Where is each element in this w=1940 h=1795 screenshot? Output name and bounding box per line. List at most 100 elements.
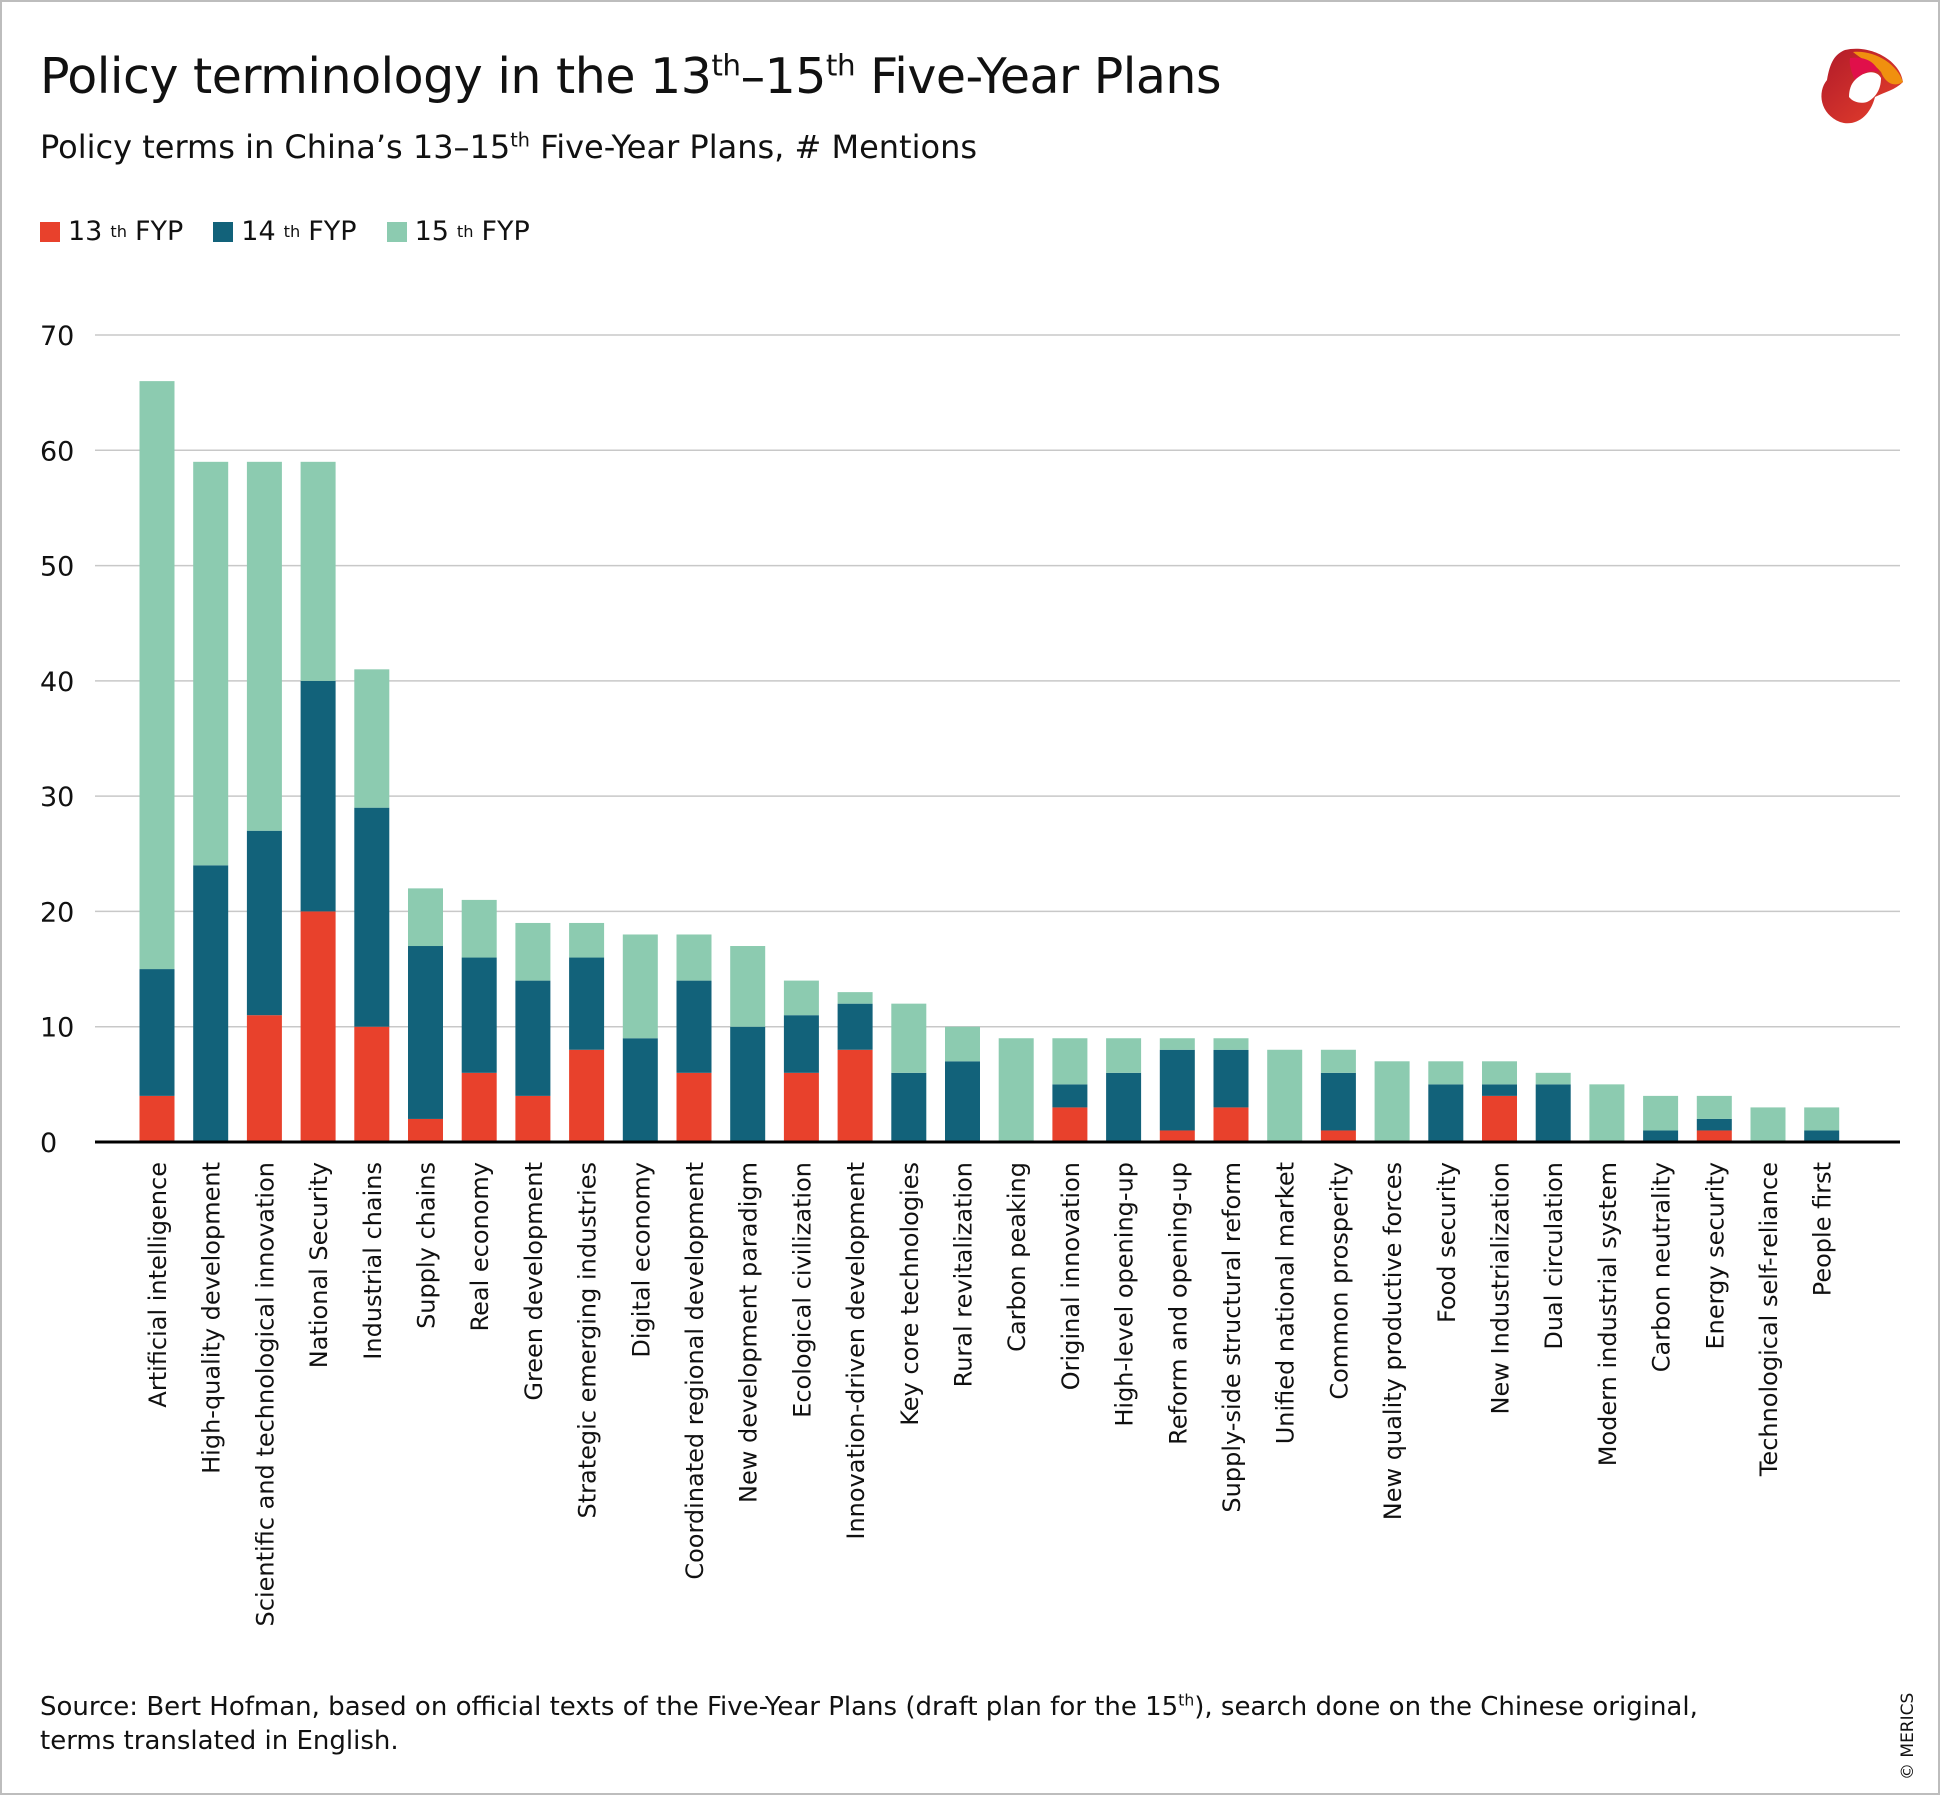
x-tick-label: Real economy [466,1162,494,1332]
bar-segment [1267,1049,1303,1142]
legend-swatch [40,221,60,242]
bar-segment [1482,1095,1517,1142]
bar-segment [569,957,605,1050]
x-tick-label: High-level opening-up [1111,1162,1139,1427]
bar-segment [1696,1118,1732,1131]
legend-swatch [213,221,234,242]
bar-segment [676,980,712,1073]
x-tick-label: New development paradigm [735,1162,763,1503]
bar-segment [622,1038,658,1142]
bar-segment [1106,1072,1142,1142]
chart-subtitle: Policy terms in China’s 13–15th Five-Yea… [40,128,978,166]
x-tick-label: Supply chains [413,1162,441,1329]
bar-segment [1052,1084,1088,1108]
bar-segment [408,888,443,947]
bar-segment [354,807,390,1027]
bar-segment [837,992,873,1004]
bar-segment [1052,1038,1088,1085]
bar-segment [945,1061,980,1142]
x-tick-label: Supply-side structural reform [1218,1162,1246,1513]
bar-segment [1213,1107,1249,1142]
x-tick-label: Ecological civilization [788,1162,816,1418]
legend-swatch [386,221,407,242]
x-tick-label: Green development [520,1162,548,1401]
bar-segment [1643,1095,1679,1131]
bar-segment [891,1072,927,1142]
bar-segment [998,1038,1034,1142]
source-note: Source: Bert Hofman, based on official t… [40,1691,1698,1756]
bar-segment [1428,1084,1464,1142]
bar-segment [408,946,443,1119]
bar-segment [1320,1130,1356,1142]
x-tick-label: Technological self-reliance [1755,1162,1783,1477]
x-tick-label: Key core technologies [896,1162,924,1426]
y-tick-label: 40 [40,667,74,698]
bar-segment [1320,1049,1356,1073]
x-tick-label: New quality productive forces [1379,1162,1407,1520]
bar-segment [300,911,336,1142]
bar-segment [945,1026,980,1062]
bar-segment [569,1049,605,1142]
bar-segment [515,980,551,1096]
x-tick-label: Digital economy [627,1162,655,1358]
merics-logo [1821,48,1903,124]
bar-segment [1643,1130,1679,1142]
x-tick-label: Rural revitalization [950,1162,978,1387]
y-tick-label: 50 [40,552,74,583]
bar-segment [783,1072,819,1142]
bar-segment [730,1026,766,1142]
bar-segment [837,1049,873,1142]
x-tick-label: Scientific and technological innovation [251,1162,279,1626]
bar-segment [1535,1084,1571,1142]
bar-segment [837,1003,873,1050]
bar-segment [676,934,712,981]
bar-segment [622,934,658,1039]
x-tick-label: Artificial intelligence [144,1162,172,1408]
bar-segment [300,680,336,912]
bar-segment [515,1095,551,1142]
x-tick-label: Carbon neutrality [1648,1162,1676,1372]
bar-segment [193,865,229,1142]
bar-segment [730,946,766,1027]
bar-segment [515,922,551,981]
bar-segment [300,461,336,681]
x-tick-label: Unified national market [1272,1162,1300,1444]
copyright: © MERICS [1898,1692,1918,1780]
bar-segment [139,381,175,970]
bar-segment [461,899,497,958]
bar-segment [354,1026,390,1142]
bar-segment [1374,1061,1410,1142]
x-tick-label: Reform and opening-up [1164,1162,1192,1445]
bar-segment [139,969,175,1096]
bar-segment [783,980,819,1016]
y-tick-label: 20 [40,897,74,928]
x-tick-label: Original innovation [1057,1162,1085,1390]
x-tick-label: Carbon peaking [1003,1162,1031,1352]
x-tick-label: Dual circulation [1540,1162,1568,1350]
bar-segment [139,1095,175,1142]
y-tick-label: 30 [40,782,74,813]
bar-segment [1320,1072,1356,1131]
x-tick-label: Industrial chains [359,1162,387,1360]
y-tick-label: 10 [40,1013,74,1044]
bar-segment [1482,1061,1517,1085]
x-tick-label: Modern industrial system [1594,1162,1622,1466]
y-tick-label: 70 [40,321,74,352]
bar-segment [246,1015,282,1142]
x-tick-label: Common prosperity [1325,1162,1353,1400]
bar-segment [891,1003,927,1073]
bar-segment [676,1072,712,1142]
bar-segment [461,1072,497,1142]
bar-segment [1696,1095,1732,1119]
bar-segment [354,669,390,808]
bar-segment [1159,1038,1195,1050]
bar-segment [1106,1038,1142,1073]
y-tick-label: 0 [40,1128,57,1159]
bar-segment [569,922,605,958]
bar-segment [193,461,229,866]
x-tick-label: Strategic emerging industries [574,1162,602,1519]
